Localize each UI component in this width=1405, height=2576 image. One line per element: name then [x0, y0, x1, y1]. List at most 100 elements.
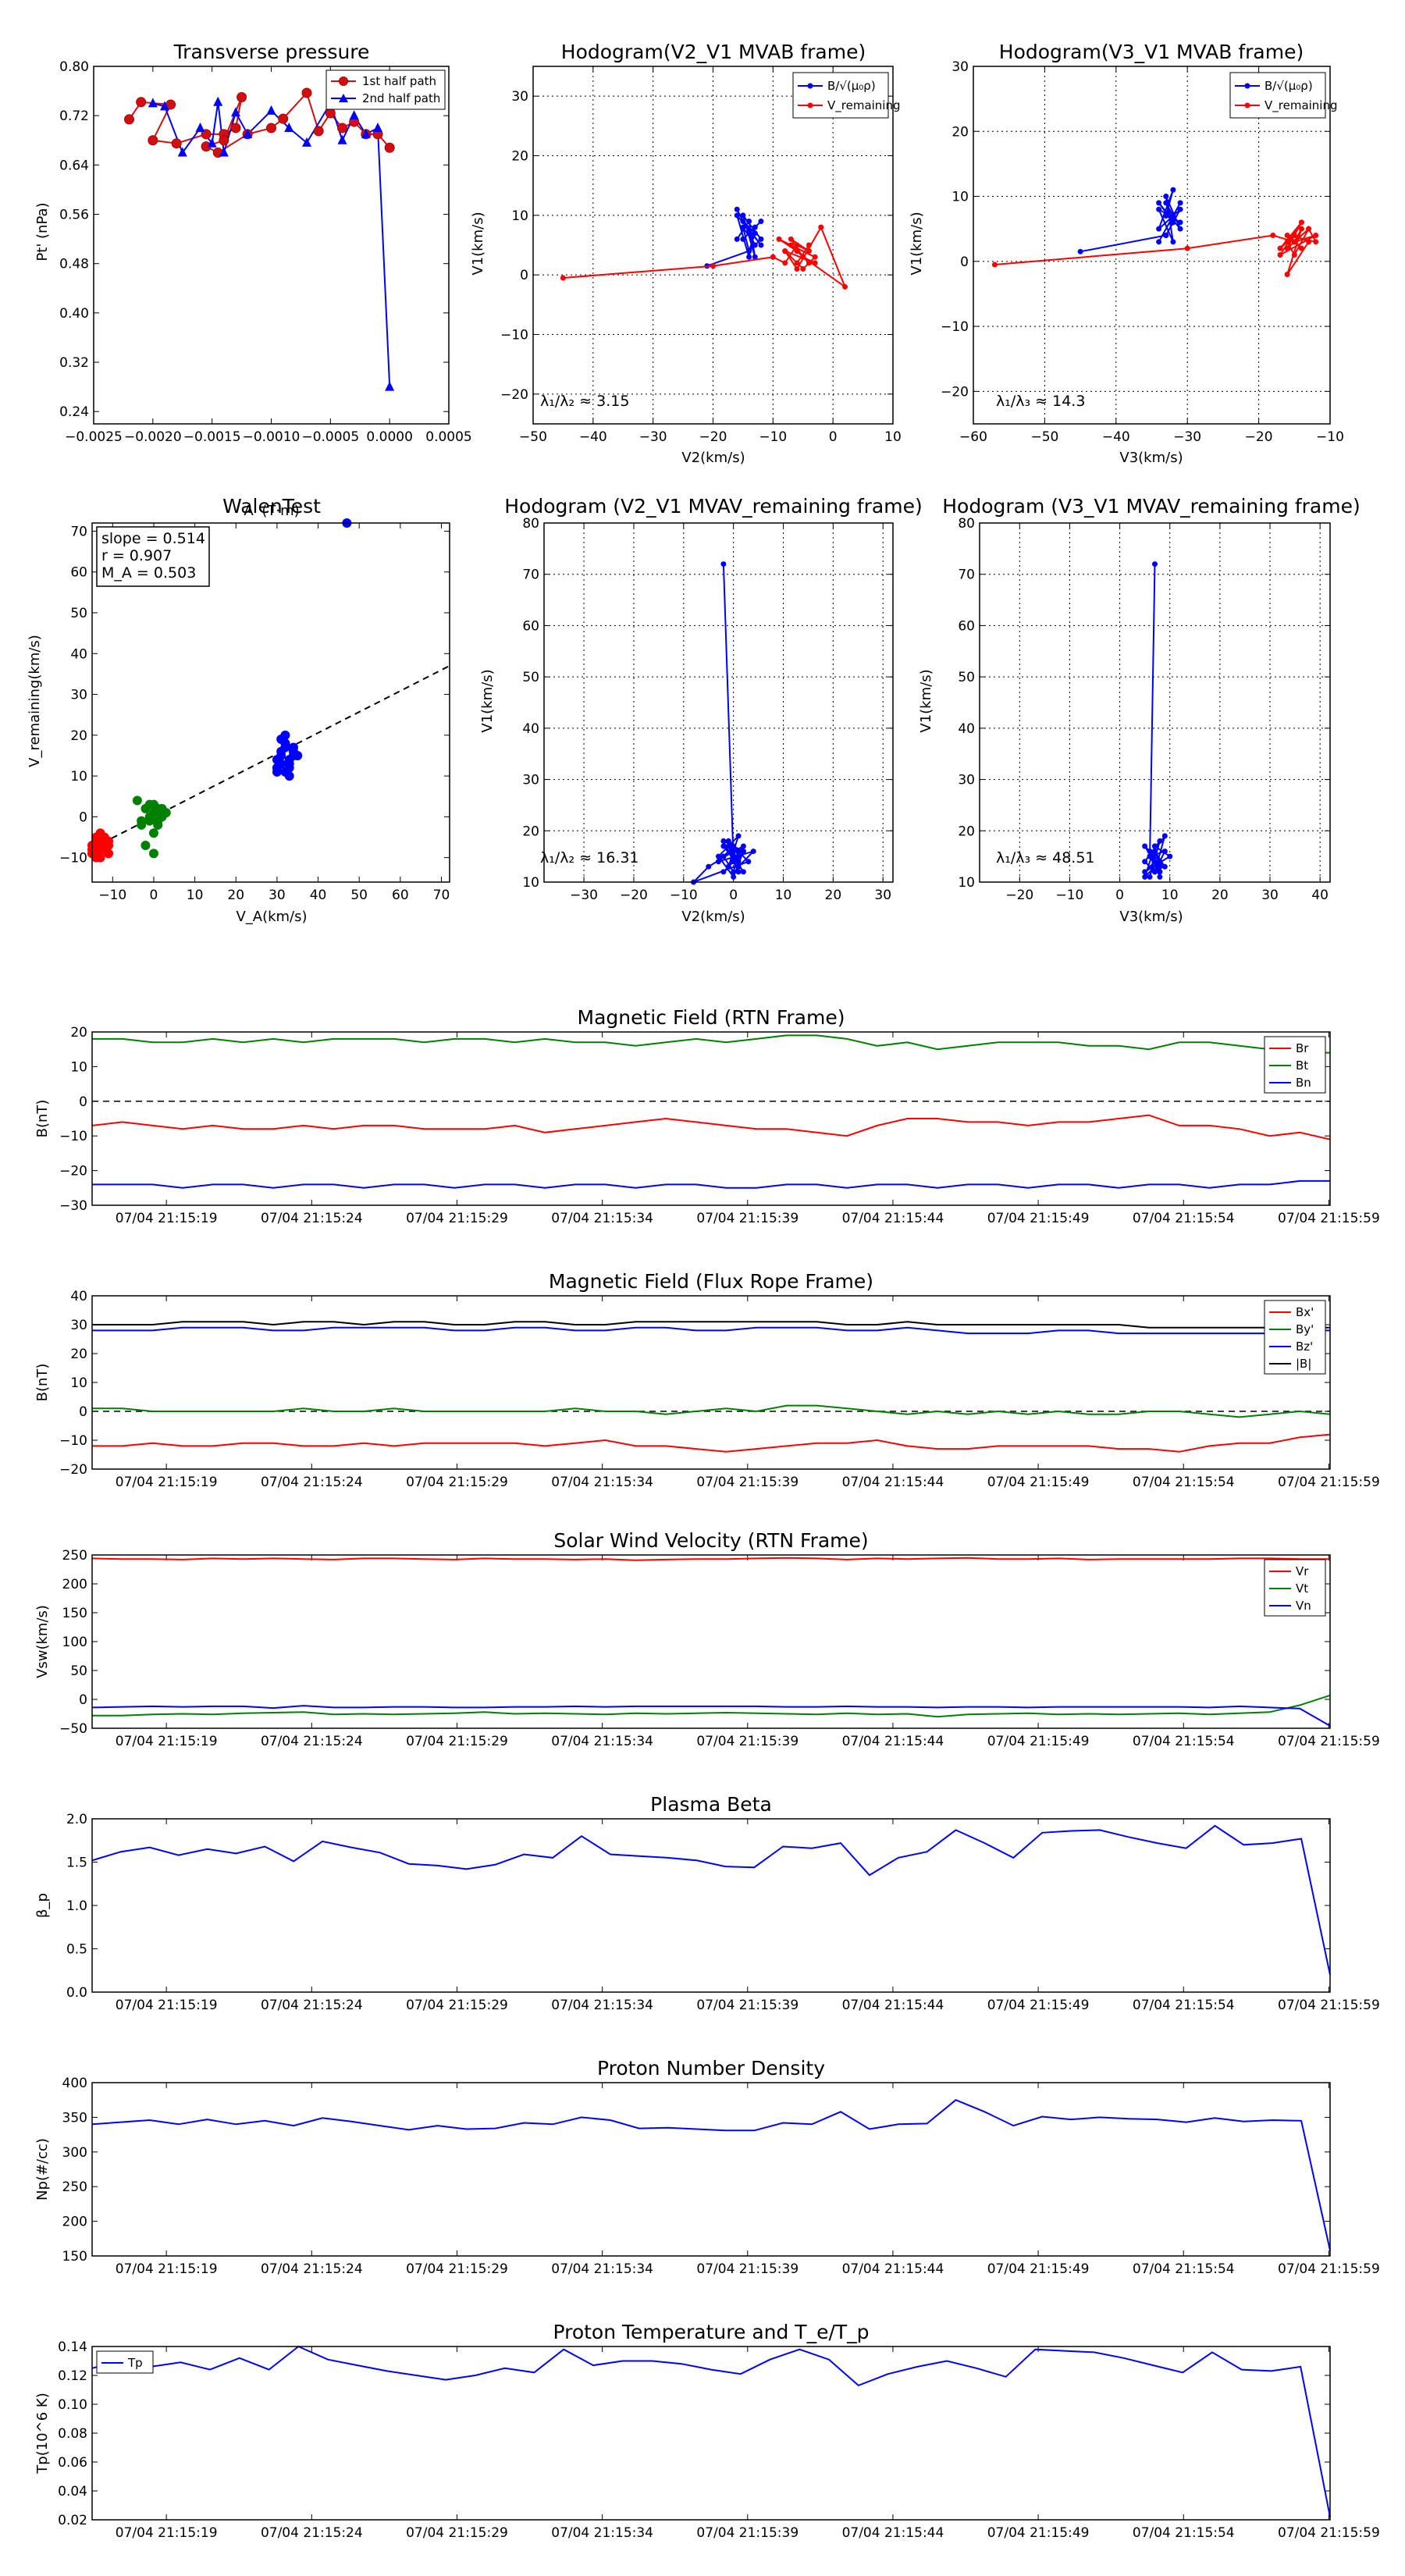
y-tick-label: 0.48: [59, 257, 89, 272]
y-tick-label: 50: [522, 670, 539, 685]
x-tick-label: 07/04 21:15:44: [842, 1475, 944, 1490]
v-hodogram-point: [794, 242, 800, 248]
v-hodogram-point: [770, 254, 776, 260]
x-tick-label: 10: [884, 429, 902, 445]
x-tick-label: 07/04 21:15:24: [261, 1998, 363, 2013]
series-1st-half-point: [266, 123, 276, 133]
series-1st-half-point: [219, 135, 229, 146]
walen-point-green: [148, 799, 158, 809]
hodogram-point: [720, 838, 727, 844]
y-tick-label: −20: [59, 1164, 87, 1179]
legend: B/√(μ₀ρ) V_remaining: [1229, 72, 1338, 119]
x-tick-label: −0.0015: [183, 429, 241, 445]
hodogram-point: [1147, 873, 1153, 880]
v-hodogram-point: [710, 263, 716, 269]
y-tick-label: 30: [958, 773, 975, 788]
x-tick-label: 07/04 21:15:34: [551, 2261, 653, 2277]
b-hodogram-point: [1170, 213, 1176, 219]
y-tick-label: 30: [511, 89, 528, 105]
y-tick-label: 30: [522, 773, 539, 788]
v-hodogram-point: [794, 266, 800, 272]
axes-frame: [91, 1554, 1331, 1729]
b-hodogram-point: [752, 224, 758, 230]
x-tick-label: 50: [350, 888, 368, 903]
legend-label: Bz': [1296, 1340, 1313, 1354]
axes-frame: [91, 1031, 1331, 1206]
x-tick-label: 07/04 21:15:29: [406, 2525, 508, 2541]
y-axis-label: V1(km/s): [479, 669, 496, 732]
x-tick-label: −40: [579, 429, 607, 445]
b-hodogram-point: [1156, 239, 1162, 245]
ts-panel-b_fluxrope: 07/04 21:15:19 07/04 21:15:24 07/04 21:15:…: [34, 1270, 1380, 1490]
y-tick-label: −10: [941, 319, 969, 335]
x-tick-label: 07/04 21:15:44: [842, 1998, 944, 2013]
x-tick-label: 07/04 21:15:24: [261, 2525, 363, 2541]
x-tick-label: 07/04 21:15:29: [406, 1211, 508, 1226]
v-hodogram-point: [1313, 239, 1319, 245]
walen-point-blue: [284, 771, 294, 781]
b-hodogram-point: [1163, 200, 1169, 206]
x-tick-label: −10: [98, 888, 126, 903]
b-hodogram-point: [734, 206, 740, 212]
y-tick-label: 250: [62, 2179, 87, 2195]
legend-label: 2nd half path: [362, 91, 440, 105]
legend-marker: [339, 94, 348, 102]
hodogram-point: [720, 561, 727, 568]
series-2nd-half-point: [213, 96, 223, 106]
walen-point-blue: [293, 750, 303, 760]
x-tick-label: 07/04 21:15:49: [987, 1998, 1090, 2013]
x-tick-label: −20: [620, 888, 648, 903]
series-1st-half-point: [148, 135, 158, 146]
legend-label: V_remaining: [1264, 98, 1338, 113]
y-tick-label: 0.04: [58, 2484, 87, 2500]
x-tick-label: 30: [269, 888, 286, 903]
y-tick-label: 60: [522, 618, 539, 634]
x-tick-label: 07/04 21:15:44: [842, 1211, 944, 1226]
x-tick-label: 07/04 21:15:49: [987, 2525, 1090, 2541]
v-hodogram-point: [1184, 245, 1190, 251]
hodogram-point: [1142, 859, 1148, 865]
x-tick-label: 07/04 21:15:39: [696, 2261, 799, 2277]
legend-label: B/√(μ₀ρ): [827, 79, 876, 93]
y-axis-label: V1(km/s): [918, 669, 934, 732]
y-tick-label: 70: [70, 524, 87, 539]
y-tick-label: 50: [958, 670, 975, 685]
panel-title: Hodogram(V2_V1 MVAB frame): [561, 41, 866, 63]
hodogram-point: [1157, 863, 1163, 870]
series-1st-half-point: [337, 123, 347, 133]
x-tick-label: 30: [1261, 888, 1279, 903]
v-hodogram-point: [782, 260, 788, 266]
hodogram-point: [735, 869, 742, 875]
axes-frame: [91, 2082, 1331, 2257]
v-hodogram-point: [806, 242, 812, 248]
b-hodogram-point: [1177, 206, 1183, 212]
x-tick-label: 07/04 21:15:24: [261, 1734, 363, 1749]
b-hodogram-point: [1156, 206, 1162, 212]
hodogram-point: [1161, 833, 1168, 839]
panel-title: Plasma Beta: [650, 1793, 772, 1816]
y-tick-label: 40: [958, 721, 975, 737]
hodogram-point: [731, 873, 737, 880]
panel-title: Proton Number Density: [597, 2057, 825, 2080]
x-tick-label: 20: [1211, 888, 1229, 903]
series-1st-half-point: [313, 126, 324, 137]
v-hodogram-point: [806, 260, 812, 266]
y-tick-label: 0.24: [59, 404, 89, 420]
hodogram-point: [1152, 561, 1158, 568]
hodogram-point: [735, 853, 742, 859]
b-hodogram-point: [1177, 200, 1183, 206]
legend-label: V_remaining: [827, 98, 901, 113]
series-2nd-half-point: [266, 105, 276, 115]
hodogram-point: [1147, 853, 1153, 859]
b-hodogram-point: [752, 254, 758, 260]
series-Bn: [92, 1179, 1330, 1189]
hodogram-point: [1157, 838, 1163, 844]
hodogram-point: [740, 869, 746, 875]
series-Bx': [92, 1433, 1331, 1453]
legend: Br Bt Bn: [1264, 1036, 1326, 1094]
series-1st-half-point: [124, 114, 134, 125]
y-tick-label: 30: [70, 688, 87, 703]
x-tick-label: 0: [829, 429, 838, 445]
x-tick-label: 07/04 21:15:19: [116, 1211, 218, 1226]
y-axis-label: B(nT): [34, 1100, 51, 1138]
